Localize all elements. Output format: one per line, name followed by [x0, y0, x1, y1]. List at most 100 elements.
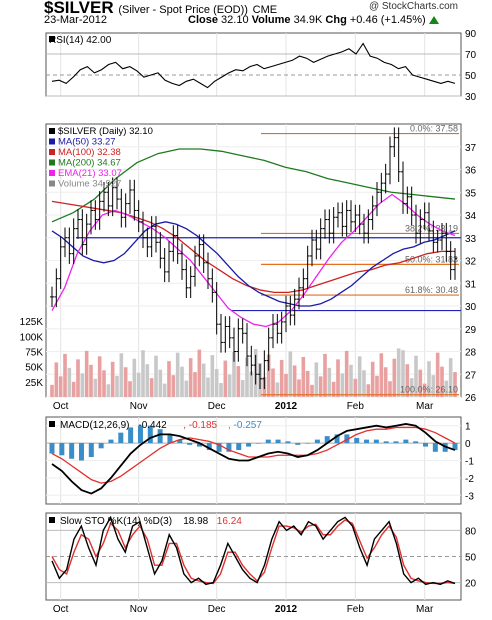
macd-legend-entry: , -0.257 [228, 420, 262, 431]
volume-bar [435, 352, 440, 397]
macd-histogram-bar [226, 443, 232, 452]
price-bar [227, 316, 232, 349]
volume-bar [292, 365, 297, 397]
price-bar [253, 354, 258, 385]
volume-tick-label: 25K [25, 378, 43, 389]
x-axis-label: Nov [130, 401, 148, 412]
price-bar [279, 311, 284, 344]
price-bar [141, 211, 145, 248]
volume-value: 34.9K [293, 14, 323, 26]
price-legend-entry: Volume 34,927 [58, 179, 121, 190]
price-bar [54, 268, 59, 308]
macd-histogram-bar [187, 443, 193, 445]
macd-histogram-bar [206, 443, 212, 451]
macd-tick-label: -3 [465, 491, 474, 502]
volume-bar [440, 366, 444, 397]
fib-level-label: 100.0%: 26.10 [400, 385, 458, 395]
price-bar [310, 229, 314, 267]
macd-tick-label: 0 [465, 439, 471, 450]
volume-bar [366, 384, 371, 397]
price-bar [409, 186, 414, 226]
price-bar [318, 218, 323, 260]
volume-bar [305, 370, 310, 397]
price-bar [427, 202, 431, 242]
price-bar [232, 327, 236, 362]
macd-histogram-bar [305, 443, 311, 444]
volume-bar [301, 356, 306, 397]
volume-bar [193, 372, 197, 397]
price-bar [448, 241, 453, 280]
volume-bar [370, 361, 375, 397]
volume-bar [149, 378, 154, 397]
macd-tick-label: -2 [465, 474, 474, 485]
price-bar [245, 323, 249, 367]
price-bar [184, 259, 189, 299]
macd-histogram-bar [88, 443, 94, 458]
macd-histogram-bar [364, 439, 370, 444]
price-bar [336, 202, 340, 228]
macd-histogram-bar [285, 441, 291, 444]
price-bar [331, 207, 336, 244]
volume-bar [245, 357, 249, 397]
price-bar [162, 247, 167, 283]
macd-histogram-bar [236, 443, 242, 451]
price-bar [58, 236, 63, 289]
volume-bar [115, 375, 119, 397]
rsi-tick-label: 90 [465, 29, 477, 40]
price-bar [110, 177, 115, 217]
volume-bar [284, 373, 288, 397]
volume-bar [154, 355, 158, 397]
price-tick-label: 29 [465, 325, 477, 336]
rsi-legend-swatch [49, 36, 55, 42]
sto-d-line [51, 519, 456, 585]
up-arrow-icon [428, 16, 439, 24]
volume-bar [80, 373, 85, 397]
price-bar [201, 234, 206, 274]
volume-tick-label: 100K [20, 332, 44, 343]
volume-bar [249, 371, 254, 397]
volume-bar [93, 378, 98, 397]
volume-bar [97, 356, 102, 397]
volume-bar [279, 359, 284, 397]
chart-header: $SILVER (Silver - Spot Price (EOD)) CME … [0, 0, 492, 26]
volume-bar [206, 377, 210, 397]
chart-title: $SILVER (Silver - Spot Price (EOD)) CME [44, 0, 277, 18]
macd-histogram-bar [128, 427, 134, 444]
price-bar [214, 282, 219, 335]
price-bar [275, 313, 280, 344]
close-label: Close [188, 14, 218, 26]
price-bar [67, 227, 72, 264]
price-bar [171, 225, 176, 262]
macd-legend-swatch [49, 421, 55, 427]
close-value: 32.10 [221, 14, 249, 26]
volume-bar [54, 362, 59, 397]
sto-legend-entry: Slow STO %K(14) %D(3) [60, 516, 172, 527]
volume-bar [427, 361, 431, 397]
x-axis-label-bottom: Nov [130, 604, 148, 615]
chg-label: Chg [325, 14, 347, 26]
macd-histogram-bar [255, 443, 261, 444]
price-bar [392, 127, 397, 157]
macd-histogram-bar [344, 434, 350, 444]
price-legend-swatch [49, 128, 55, 134]
volume-bar [401, 350, 405, 397]
chart-date: 23-Mar-2012 [44, 14, 107, 26]
volume-tick-label: 125K [20, 317, 44, 328]
price-bar [210, 268, 215, 303]
price-bar [405, 186, 410, 214]
price-bar [401, 161, 405, 214]
price-bar [297, 277, 301, 310]
volume-bar [344, 350, 349, 397]
macd-histogram-bar [393, 441, 399, 444]
ma200-line [51, 148, 456, 223]
volume-bar [240, 380, 245, 397]
exchange: CME [252, 4, 278, 16]
price-tick-label: 26 [465, 393, 477, 404]
macd-histogram-bar [314, 439, 320, 444]
macd-signal-line [51, 426, 456, 484]
price-legend-swatch [49, 170, 55, 176]
x-axis-label: 2012 [275, 401, 298, 412]
volume-bar [392, 358, 397, 397]
price-bar [97, 191, 102, 230]
